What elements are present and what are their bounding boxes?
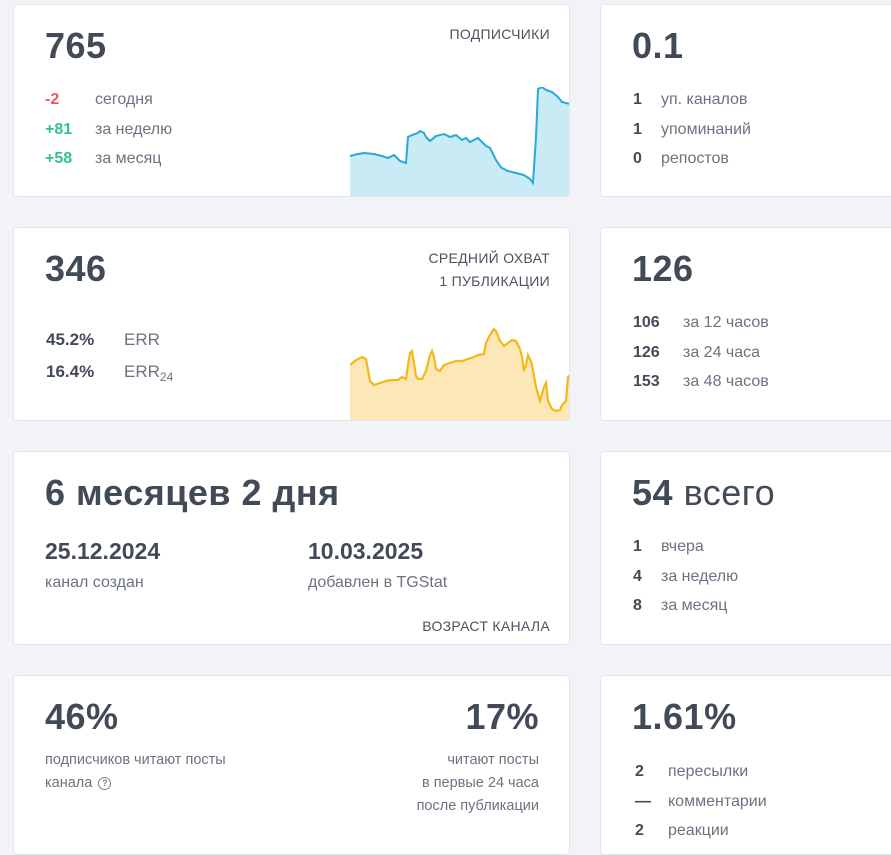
subscribers-month-row: +58 за месяц	[45, 150, 161, 168]
citation-reposts-label: репостов	[661, 150, 729, 167]
citation-channels-value: 1	[633, 91, 642, 108]
views-48h-row: 153 за 48 часов	[633, 373, 769, 391]
reach-sparkline-area	[350, 329, 569, 420]
err24-value: 16.4%	[46, 362, 95, 381]
err-row: 45.2% ERR	[46, 330, 160, 350]
posts-week-value: 4	[633, 568, 642, 585]
readers-label: подписчиков читают посты канала?	[45, 749, 226, 795]
reach-sparkline	[350, 327, 569, 420]
err-value: 45.2%	[46, 330, 95, 349]
citation-mentions-label: упоминаний	[661, 121, 751, 138]
readers-label-line2-text: канала	[45, 775, 93, 791]
readers-24h-label-line3: после публикации	[416, 798, 539, 814]
readers-label-line2: канала?	[45, 772, 226, 795]
reach-caption-line1: СРЕДНИЙ ОХВАТ	[428, 250, 550, 266]
engagement-forwards-value: 2	[635, 763, 644, 780]
subscribers-today-row: -2 сегодня	[45, 91, 153, 109]
views-48h-label: за 48 часов	[683, 373, 769, 390]
subscribers-week-value: +81	[45, 121, 73, 138]
readers-value: 46%	[45, 696, 119, 737]
posts-total-suffix: всего	[683, 472, 776, 513]
posts-total-value: 54	[632, 472, 674, 513]
engagement-comments-row: — комментарии	[635, 793, 767, 811]
views-12h-label: за 12 часов	[683, 314, 769, 331]
reach-caption: СРЕДНИЙ ОХВАТ 1 ПУБЛИКАЦИИ	[428, 247, 550, 293]
subscribers-today-label: сегодня	[95, 91, 153, 108]
citation-card: 0.1 1 уп. каналов 1 упоминаний 0 репостов	[600, 4, 891, 197]
created-date: 25.12.2024	[45, 538, 161, 564]
engagement-comments-value: —	[635, 793, 651, 810]
views-24h-row: 126 за 24 часа	[633, 344, 760, 362]
created-label: канал создан	[45, 574, 144, 591]
posts-month-row: 8 за месяц	[633, 597, 727, 615]
posts-yesterday-row: 1 вчера	[633, 538, 704, 556]
engagement-comments-label: комментарии	[668, 793, 767, 810]
reach-caption-line2: 1 ПУБЛИКАЦИИ	[439, 273, 550, 289]
posts-yesterday-label: вчера	[661, 538, 704, 555]
engagement-reactions-value: 2	[635, 822, 644, 839]
views-value: 126	[632, 248, 694, 289]
subscribers-month-value: +58	[45, 150, 73, 167]
views-card: 126 106 за 12 часов 126 за 24 часа 153 за 4…	[600, 227, 891, 421]
added-label: добавлен в TGStat	[308, 574, 448, 591]
views-24h-value: 126	[633, 344, 660, 361]
err-label: ERR	[124, 330, 160, 349]
subscribers-week-label: за неделю	[95, 121, 173, 138]
question-circle-icon[interactable]: ?	[98, 777, 112, 790]
channel-age-value: 6 месяцев 2 дня	[45, 472, 340, 513]
citation-mentions-row: 1 упоминаний	[633, 121, 751, 139]
readers-24h-label: читают посты в первые 24 часа после публ…	[417, 749, 539, 818]
engagement-card: 1.61% 2 пересылки — комментарии 2 реакции	[600, 675, 891, 855]
citation-channels-label: уп. каналов	[661, 91, 748, 108]
views-24h-label: за 24 часа	[683, 344, 761, 361]
posts-total: 54 всего	[632, 472, 775, 514]
readers-24h-value: 17%	[465, 696, 539, 737]
added-date: 10.03.2025	[308, 538, 424, 564]
reach-sparkline-line	[350, 327, 569, 413]
subscribers-card: 765 ПОДПИСЧИКИ -2 сегодня +81 за неделю +5…	[13, 4, 570, 197]
subscribers-count: 765	[45, 25, 107, 66]
subscribers-month-label: за месяц	[95, 150, 162, 167]
err24-row: 16.4% ERR24	[46, 362, 173, 384]
subscribers-today-value: -2	[45, 91, 60, 108]
posts-month-label: за месяц	[661, 597, 728, 614]
readers-label-line1: подписчиков читают посты	[45, 752, 226, 768]
readers-24h-label-line2: в первые 24 часа	[421, 775, 539, 791]
citation-reposts-value: 0	[633, 150, 642, 167]
subscribers-week-row: +81 за неделю	[45, 121, 172, 139]
readers-card: 46% подписчиков читают посты канала? 17%…	[13, 675, 570, 855]
subscribers-sparkline-area	[350, 87, 569, 196]
posts-week-row: 4 за неделю	[633, 568, 738, 586]
engagement-reactions-label: реакции	[668, 822, 729, 839]
subscribers-sparkline	[350, 87, 569, 196]
citation-index: 0.1	[632, 25, 684, 66]
channel-age-card: 6 месяцев 2 дня 25.12.2024 канал создан …	[13, 451, 570, 645]
channel-age-caption: ВОЗРАСТ КАНАЛА	[422, 618, 550, 634]
posts-week-label: за неделю	[661, 568, 739, 585]
err24-subscript: 24	[159, 370, 174, 385]
posts-yesterday-value: 1	[633, 538, 642, 555]
engagement-forwards-row: 2 пересылки	[635, 763, 748, 781]
views-12h-row: 106 за 12 часов	[633, 314, 769, 332]
err24-label: ERR	[124, 362, 160, 381]
subscribers-caption: ПОДПИСЧИКИ	[449, 26, 550, 42]
reach-card: 346 СРЕДНИЙ ОХВАТ 1 ПУБЛИКАЦИИ 45.2% ERR …	[13, 227, 570, 421]
reach-value: 346	[45, 248, 107, 289]
engagement-rate: 1.61%	[632, 696, 737, 737]
posts-card: 54 всего 1 вчера 4 за неделю 8 за месяц	[600, 451, 891, 645]
citation-reposts-row: 0 репостов	[633, 150, 729, 168]
engagement-forwards-label: пересылки	[668, 763, 749, 780]
subscribers-sparkline-line	[350, 87, 569, 186]
engagement-reactions-row: 2 реакции	[635, 822, 729, 840]
citation-channels-row: 1 уп. каналов	[633, 91, 747, 109]
citation-mentions-value: 1	[633, 121, 642, 138]
views-48h-value: 153	[633, 373, 660, 390]
posts-month-value: 8	[633, 597, 642, 614]
readers-24h-label-line1: читают посты	[447, 752, 539, 768]
views-12h-value: 106	[633, 314, 660, 331]
